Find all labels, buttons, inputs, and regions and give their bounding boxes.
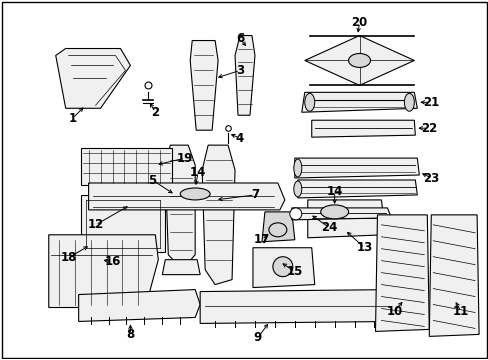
Polygon shape xyxy=(301,92,416,112)
Text: 7: 7 xyxy=(250,188,259,202)
Text: 14: 14 xyxy=(326,185,342,198)
Ellipse shape xyxy=(180,188,210,200)
Text: 23: 23 xyxy=(422,171,439,185)
Ellipse shape xyxy=(404,93,413,111)
Polygon shape xyxy=(291,208,390,220)
Ellipse shape xyxy=(293,181,301,197)
Polygon shape xyxy=(235,36,254,115)
Polygon shape xyxy=(375,215,428,332)
Text: 20: 20 xyxy=(351,16,367,29)
Polygon shape xyxy=(49,235,158,307)
Text: 13: 13 xyxy=(356,241,372,254)
Text: 17: 17 xyxy=(253,233,269,246)
Text: 14: 14 xyxy=(190,166,206,179)
Text: 11: 11 xyxy=(452,305,468,318)
Ellipse shape xyxy=(320,205,348,219)
Circle shape xyxy=(289,208,301,220)
Text: 12: 12 xyxy=(87,218,103,231)
Polygon shape xyxy=(81,195,165,252)
Polygon shape xyxy=(200,289,399,323)
Polygon shape xyxy=(428,215,478,336)
Ellipse shape xyxy=(293,159,301,177)
Text: 10: 10 xyxy=(386,305,402,318)
Text: 22: 22 xyxy=(420,122,436,135)
Polygon shape xyxy=(190,41,218,130)
Text: 9: 9 xyxy=(253,331,262,344)
Text: 1: 1 xyxy=(68,112,77,125)
Polygon shape xyxy=(252,248,314,288)
Polygon shape xyxy=(162,260,200,275)
Polygon shape xyxy=(165,145,195,270)
Text: 18: 18 xyxy=(61,251,77,264)
Circle shape xyxy=(272,257,292,276)
Text: 15: 15 xyxy=(286,265,303,278)
Polygon shape xyxy=(297,180,416,198)
Text: 3: 3 xyxy=(236,64,244,77)
Polygon shape xyxy=(56,49,130,108)
Polygon shape xyxy=(202,145,235,285)
Text: 16: 16 xyxy=(104,255,121,268)
Polygon shape xyxy=(81,148,172,185)
Polygon shape xyxy=(304,36,413,85)
Ellipse shape xyxy=(304,93,314,111)
Ellipse shape xyxy=(268,223,286,237)
Text: 24: 24 xyxy=(321,221,337,234)
Text: 5: 5 xyxy=(148,174,156,186)
Polygon shape xyxy=(294,158,419,178)
Text: 8: 8 xyxy=(126,328,134,341)
Text: 19: 19 xyxy=(177,152,193,165)
Text: 6: 6 xyxy=(235,32,244,45)
Polygon shape xyxy=(307,200,385,238)
Polygon shape xyxy=(262,212,294,242)
Ellipse shape xyxy=(348,54,370,67)
Text: 4: 4 xyxy=(235,132,244,145)
Polygon shape xyxy=(311,120,414,137)
Polygon shape xyxy=(88,183,285,210)
Polygon shape xyxy=(79,289,200,321)
Text: 21: 21 xyxy=(422,96,439,109)
Text: 2: 2 xyxy=(151,106,159,119)
